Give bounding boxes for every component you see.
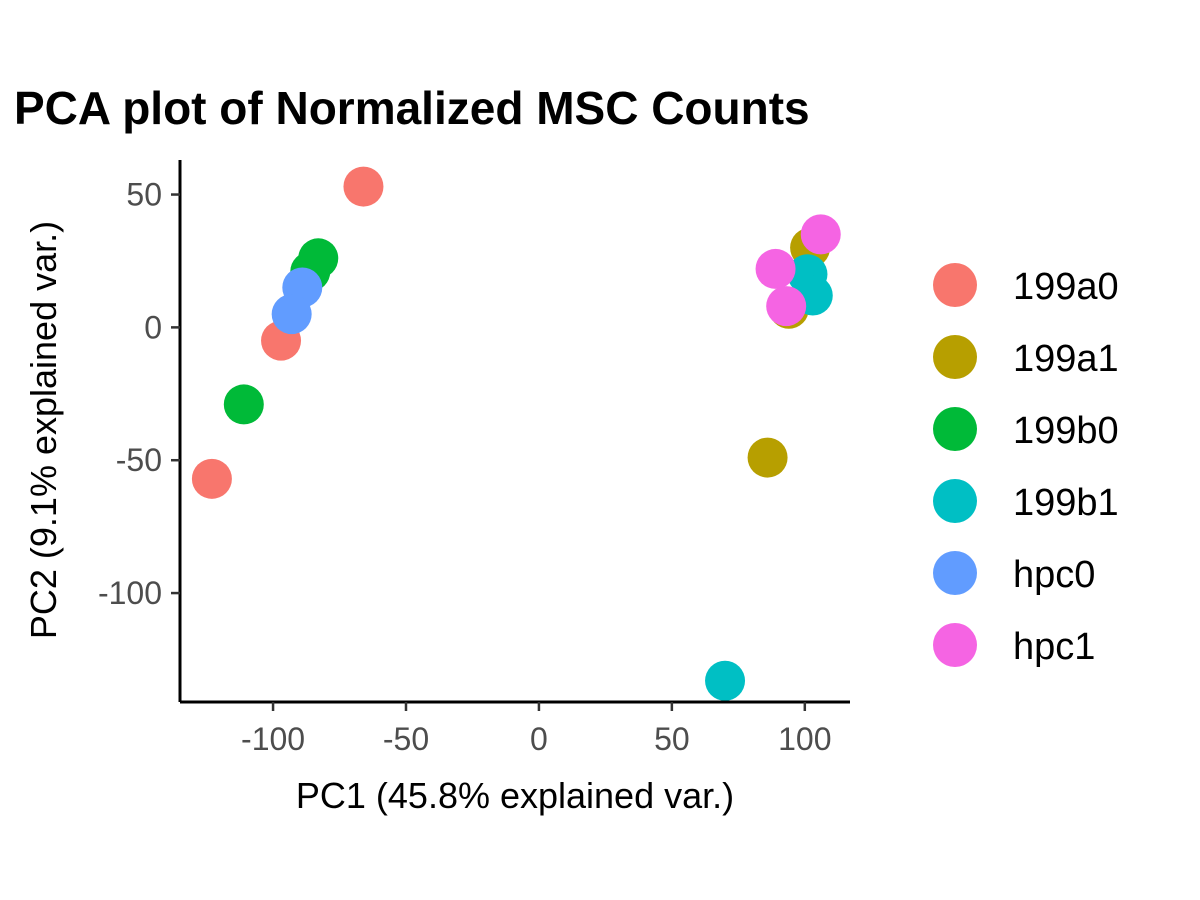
x-tick-label: 50 bbox=[654, 721, 690, 757]
point-hpc1 bbox=[755, 248, 796, 289]
y-axis-title: PC2 (9.1% explained var.) bbox=[23, 221, 64, 639]
legend-key-hpc1 bbox=[933, 623, 977, 667]
x-tick-label: -100 bbox=[241, 721, 305, 757]
points-layer bbox=[191, 166, 841, 701]
legend-key-199a1 bbox=[933, 335, 977, 379]
legend-label: 199b1 bbox=[1013, 482, 1119, 524]
point-199a1 bbox=[747, 437, 788, 478]
point-199a0 bbox=[343, 166, 384, 207]
y-tick-label: -50 bbox=[116, 442, 162, 478]
legend-label: 199a0 bbox=[1013, 266, 1119, 308]
legend-label: 199a1 bbox=[1013, 338, 1119, 380]
legend-key-hpc0 bbox=[933, 551, 977, 595]
legend: 199a0 199a1 199b0 199b1 hpc0 hpc1 bbox=[933, 263, 1119, 668]
point-199b0 bbox=[223, 384, 264, 425]
x-tick-label: 100 bbox=[778, 721, 831, 757]
point-199b1 bbox=[705, 660, 746, 701]
x-axis-ticks: -100 -50 0 50 100 bbox=[241, 702, 831, 757]
y-tick-label: -100 bbox=[98, 575, 162, 611]
legend-label: hpc0 bbox=[1013, 554, 1095, 596]
point-hpc0 bbox=[271, 294, 312, 335]
point-hpc1 bbox=[800, 214, 841, 255]
x-tick-label: -50 bbox=[383, 721, 429, 757]
x-tick-label: 0 bbox=[530, 721, 548, 757]
legend-key-199b1 bbox=[933, 479, 977, 523]
legend-key-199a0 bbox=[933, 263, 977, 307]
point-hpc1 bbox=[766, 286, 807, 327]
legend-label: 199b0 bbox=[1013, 410, 1119, 452]
y-axis-ticks: -100 -50 0 50 bbox=[98, 177, 180, 611]
chart-title: PCA plot of Normalized MSC Counts bbox=[14, 82, 810, 134]
y-tick-label: 0 bbox=[144, 309, 162, 345]
x-axis-title: PC1 (45.8% explained var.) bbox=[296, 775, 734, 816]
legend-label: hpc1 bbox=[1013, 626, 1095, 668]
y-tick-label: 50 bbox=[126, 177, 162, 213]
legend-key-199b0 bbox=[933, 407, 977, 451]
point-199a0 bbox=[191, 458, 232, 499]
